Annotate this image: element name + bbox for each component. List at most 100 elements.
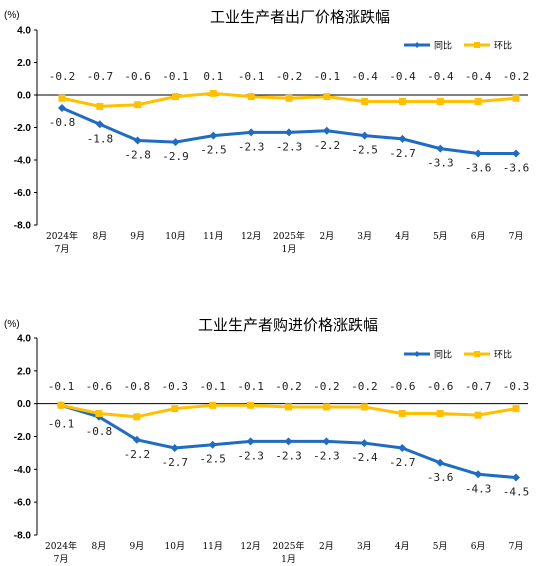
data-label-yoy: -3.6	[427, 471, 454, 484]
data-label-mom: -0.6	[86, 380, 113, 393]
x-tick-label: 1月	[282, 244, 297, 255]
data-label-mom: -0.2	[313, 380, 340, 393]
data-label-yoy: -2.5	[199, 453, 226, 466]
data-label-mom: -0.4	[389, 70, 416, 83]
series-group-1: -0.2 -0.7 -0.6 -0.1 0.1 -0.1 -0.2 -0.1 -0.4 -0.4-…	[49, 70, 530, 175]
data-point-yoy	[285, 128, 293, 137]
y-tick-label: 2.0	[17, 58, 31, 69]
data-point-yoy	[360, 439, 369, 448]
y-tick-label: -8.0	[14, 531, 32, 542]
data-label-yoy: -1.8	[87, 132, 114, 145]
data-label-mom: -0.1	[199, 380, 226, 393]
data-label-mom: -0.4	[351, 70, 378, 83]
data-point-yoy	[170, 443, 179, 452]
data-label-mom: -0.2	[503, 70, 530, 83]
data-point-mom	[322, 403, 330, 411]
data-label-mom: -0.2	[275, 380, 302, 393]
legend-label-yoy: 同比	[434, 40, 452, 52]
x-tick-label: 7月	[54, 554, 69, 565]
data-point-yoy	[398, 443, 407, 452]
data-label-mom: -0.1	[162, 70, 189, 83]
axes-2: 4.0 2.0 0.0 -2.0 -4.0 -6.0 -8.0 2024年 7月 8月 9月 10月 1…	[14, 334, 528, 565]
data-point-yoy	[208, 440, 217, 449]
x-tick-label: 12月	[241, 231, 261, 242]
x-tick-label: 8月	[92, 541, 107, 552]
data-point-mom	[474, 98, 482, 105]
data-label-mom: -0.6	[124, 70, 151, 83]
x-tick-label: 3月	[357, 231, 372, 242]
data-point-yoy	[247, 128, 256, 137]
data-label-mom: -0.6	[427, 380, 454, 393]
data-point-mom	[247, 401, 255, 409]
y-tick-label: 0.0	[17, 399, 31, 410]
data-label-mom: -0.6	[389, 380, 416, 393]
y-tick-label: 4.0	[17, 334, 31, 345]
data-point-mom	[171, 405, 179, 413]
legend-marker-mom	[474, 42, 480, 48]
y-tick-label: -2.0	[14, 123, 32, 134]
data-point-mom	[360, 403, 368, 411]
data-point-mom	[95, 410, 103, 418]
data-label-yoy: -2.8	[124, 149, 151, 162]
data-point-yoy	[284, 437, 293, 446]
data-label-yoy: -2.2	[314, 139, 341, 152]
data-point-yoy	[474, 149, 483, 158]
y-tick-label: 0.0	[17, 91, 31, 102]
data-label-yoy: -2.9	[162, 150, 189, 163]
legend-2: 同比 环比	[404, 349, 512, 361]
data-label-yoy: -3.6	[465, 162, 492, 175]
data-point-yoy	[512, 149, 520, 158]
x-tick-label: 10月	[165, 541, 185, 552]
legend-1: 同比 环比	[404, 40, 512, 52]
data-point-yoy	[209, 131, 218, 140]
y-tick-label: -4.0	[14, 156, 32, 167]
x-tick-label: 12月	[240, 541, 260, 552]
axes-1: 4.0 2.0 0.0 -2.0 -4.0 -6.0 -8.0 2024年 7月 8月 9月 10月 1…	[14, 26, 528, 255]
data-point-mom	[247, 93, 255, 101]
data-point-yoy	[132, 435, 141, 444]
data-label-yoy: -2.7	[389, 147, 416, 160]
data-point-yoy	[322, 126, 331, 135]
data-point-mom	[57, 401, 65, 409]
data-label-mom: -0.7	[87, 70, 114, 83]
data-label-yoy: -2.5	[200, 144, 227, 157]
data-point-mom	[512, 405, 520, 413]
x-tick-label: 5月	[433, 231, 448, 242]
data-label-yoy: -0.8	[86, 425, 113, 438]
y-tick-label: -6.0	[14, 188, 32, 199]
data-label-yoy: -2.3	[275, 449, 302, 462]
data-label-mom: -0.4	[427, 70, 454, 83]
data-label-yoy: -2.5	[351, 144, 378, 157]
data-label-mom: -0.1	[48, 380, 75, 393]
data-point-mom	[398, 410, 406, 418]
data-label-yoy: -0.8	[49, 116, 76, 129]
data-label-mom: -0.3	[162, 380, 189, 393]
data-label-yoy: -2.3	[237, 449, 264, 462]
x-tick-label: 11月	[202, 541, 222, 552]
y-tick-label: -6.0	[14, 498, 32, 509]
data-label-mom: -0.4	[465, 70, 492, 83]
data-label-mom: 0.1	[203, 70, 223, 83]
y-unit-1: (%)	[4, 10, 20, 21]
data-point-yoy	[58, 104, 66, 112]
data-label-mom: -0.3	[503, 380, 530, 393]
data-point-mom	[285, 94, 293, 102]
x-tick-label: 2024年	[45, 540, 77, 552]
data-point-yoy	[512, 473, 520, 482]
data-label-yoy: -2.3	[313, 449, 340, 462]
data-point-mom	[134, 101, 142, 109]
data-label-yoy: -2.2	[124, 448, 151, 461]
data-point-mom	[512, 94, 520, 102]
legend-marker-yoy	[414, 42, 420, 48]
x-tick-label: 9月	[129, 541, 144, 552]
chart-title-2: 工业生产者购进价格涨跌幅	[198, 316, 378, 334]
x-tick-label: 2月	[319, 231, 334, 242]
data-point-mom	[399, 98, 406, 105]
x-tick-label: 10月	[165, 231, 185, 242]
y-tick-label: -2.0	[14, 432, 32, 443]
data-label-yoy: -4.5	[503, 486, 530, 499]
chart-panel-2: 工业生产者购进价格涨跌幅 (%) 4.0 2.0 0.0 -2.0 -4.0 -6.0 -8…	[4, 316, 529, 565]
data-point-yoy	[436, 144, 445, 153]
legend-label-mom: 环比	[494, 40, 512, 52]
